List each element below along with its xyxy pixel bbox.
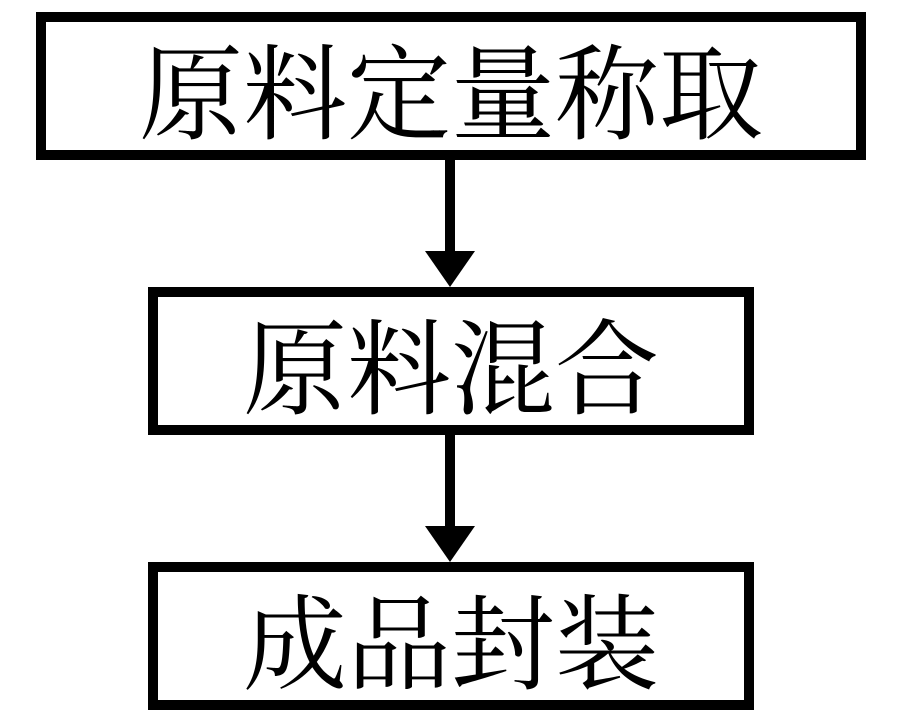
flowchart-edge-2 <box>425 435 475 562</box>
flowchart-edges-svg <box>0 0 907 728</box>
flowchart-edge-1 <box>425 160 475 287</box>
flowchart-container: 原料定量称取 原料混合 成品封装 <box>0 0 907 728</box>
arrowhead-icon <box>425 251 475 287</box>
arrowhead-icon <box>425 526 475 562</box>
